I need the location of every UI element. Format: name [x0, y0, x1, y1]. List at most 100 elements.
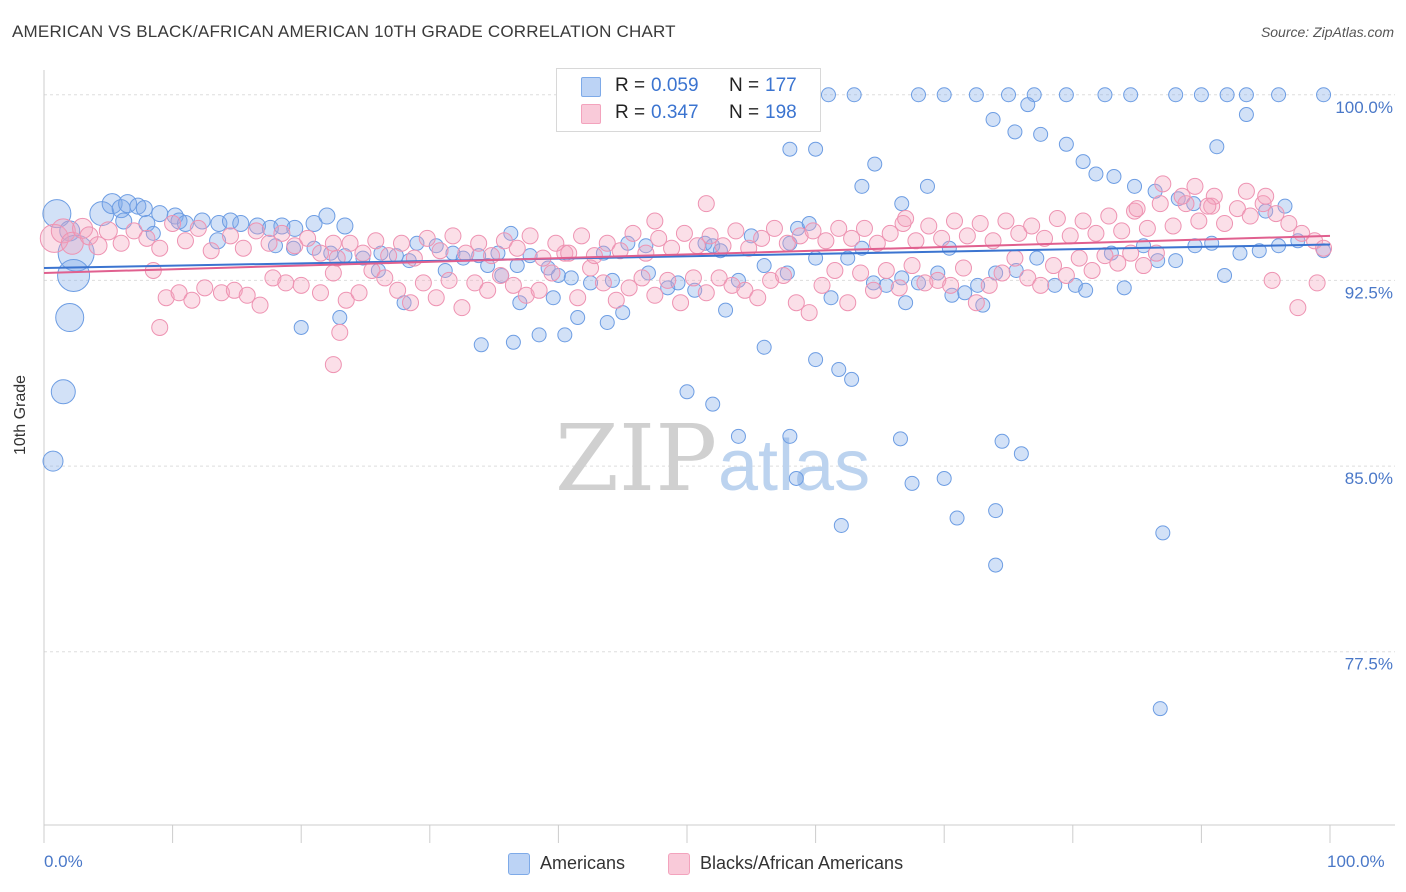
chart-title: AMERICAN VS BLACK/AFRICAN AMERICAN 10TH … — [12, 22, 676, 41]
data-point — [1083, 262, 1101, 280]
data-point — [427, 289, 445, 307]
x-tick-label-max: 100.0% — [1327, 852, 1385, 871]
data-point — [830, 219, 848, 237]
data-point — [894, 270, 910, 286]
legend-swatch-americans — [508, 853, 530, 875]
data-point — [1029, 250, 1045, 266]
data-point — [867, 156, 883, 172]
data-point — [679, 384, 695, 400]
data-point — [1155, 525, 1171, 541]
data-point — [904, 475, 920, 491]
data-point — [743, 228, 759, 244]
data-point — [563, 270, 579, 286]
data-point — [1238, 107, 1254, 123]
data-point — [151, 318, 169, 336]
data-point — [920, 217, 938, 235]
data-point — [508, 239, 526, 257]
data-point — [418, 229, 436, 247]
data-point — [72, 217, 94, 239]
data-point — [817, 232, 835, 250]
data-point — [440, 271, 458, 289]
data-point — [183, 291, 201, 309]
y-tick-labels: 77.5% 85.0% 92.5% 100.0% — [1335, 98, 1393, 674]
data-point — [341, 234, 359, 252]
data-point — [225, 281, 243, 299]
legend-r-value: 0.347 — [651, 102, 699, 123]
data-point — [232, 214, 250, 232]
data-point — [1151, 195, 1169, 213]
data-point — [221, 212, 239, 230]
data-point — [305, 214, 323, 232]
data-point — [846, 87, 862, 103]
data-point — [273, 217, 291, 235]
data-point — [949, 510, 965, 526]
data-point — [930, 265, 946, 281]
trend-line — [43, 234, 1331, 274]
data-point — [1147, 244, 1165, 262]
data-point — [495, 232, 513, 250]
legend-n-label: N = — [729, 75, 760, 96]
data-point — [936, 470, 952, 486]
data-point — [620, 279, 638, 297]
data-point — [202, 242, 220, 260]
data-point — [788, 470, 804, 486]
data-point — [118, 194, 138, 214]
data-point — [865, 275, 881, 291]
data-point — [903, 257, 921, 275]
data-point — [247, 222, 265, 240]
data-point — [1097, 87, 1113, 103]
americans-points — [42, 87, 1332, 717]
data-point — [286, 219, 304, 237]
data-point — [480, 258, 496, 274]
data-point — [1186, 177, 1204, 195]
legend-r-label: R = — [615, 102, 646, 123]
data-point — [868, 234, 886, 252]
data-point — [1020, 97, 1036, 113]
data-point — [1193, 87, 1209, 103]
data-point — [723, 276, 741, 294]
data-point — [293, 319, 309, 335]
data-point — [1164, 217, 1182, 235]
data-point — [376, 269, 394, 287]
data-point — [1228, 200, 1246, 218]
data-point — [594, 274, 612, 292]
data-point — [88, 236, 108, 256]
data-point — [125, 222, 143, 240]
data-point — [718, 302, 734, 318]
data-point — [273, 224, 291, 242]
data-point — [890, 279, 908, 297]
data-point — [431, 242, 449, 260]
legend-r-value: 0.059 — [651, 75, 699, 96]
data-point — [1019, 269, 1037, 287]
data-point — [318, 207, 336, 225]
data-point — [176, 232, 194, 250]
data-point — [444, 227, 462, 245]
data-point — [1257, 187, 1275, 205]
data-point — [545, 290, 561, 306]
data-point — [367, 232, 385, 250]
data-point — [1217, 267, 1233, 283]
data-point — [543, 264, 561, 282]
data-point — [324, 234, 342, 252]
data-point — [670, 275, 686, 291]
data-point — [894, 214, 912, 232]
data-point — [697, 284, 715, 302]
data-point — [985, 112, 1001, 128]
data-point — [42, 199, 72, 229]
data-point — [701, 227, 719, 245]
data-point — [466, 274, 484, 292]
data-point — [492, 266, 510, 284]
data-point — [164, 214, 182, 232]
data-point — [936, 87, 952, 103]
data-point — [1113, 222, 1131, 240]
data-point — [234, 239, 252, 257]
data-point — [112, 234, 130, 252]
data-point — [1154, 175, 1172, 193]
legend-swatch-americans — [581, 77, 601, 97]
data-point — [557, 327, 573, 343]
data-point — [1315, 239, 1333, 257]
x-tick-label-min: 0.0% — [44, 852, 83, 871]
data-point — [933, 229, 951, 247]
data-point — [910, 275, 926, 291]
